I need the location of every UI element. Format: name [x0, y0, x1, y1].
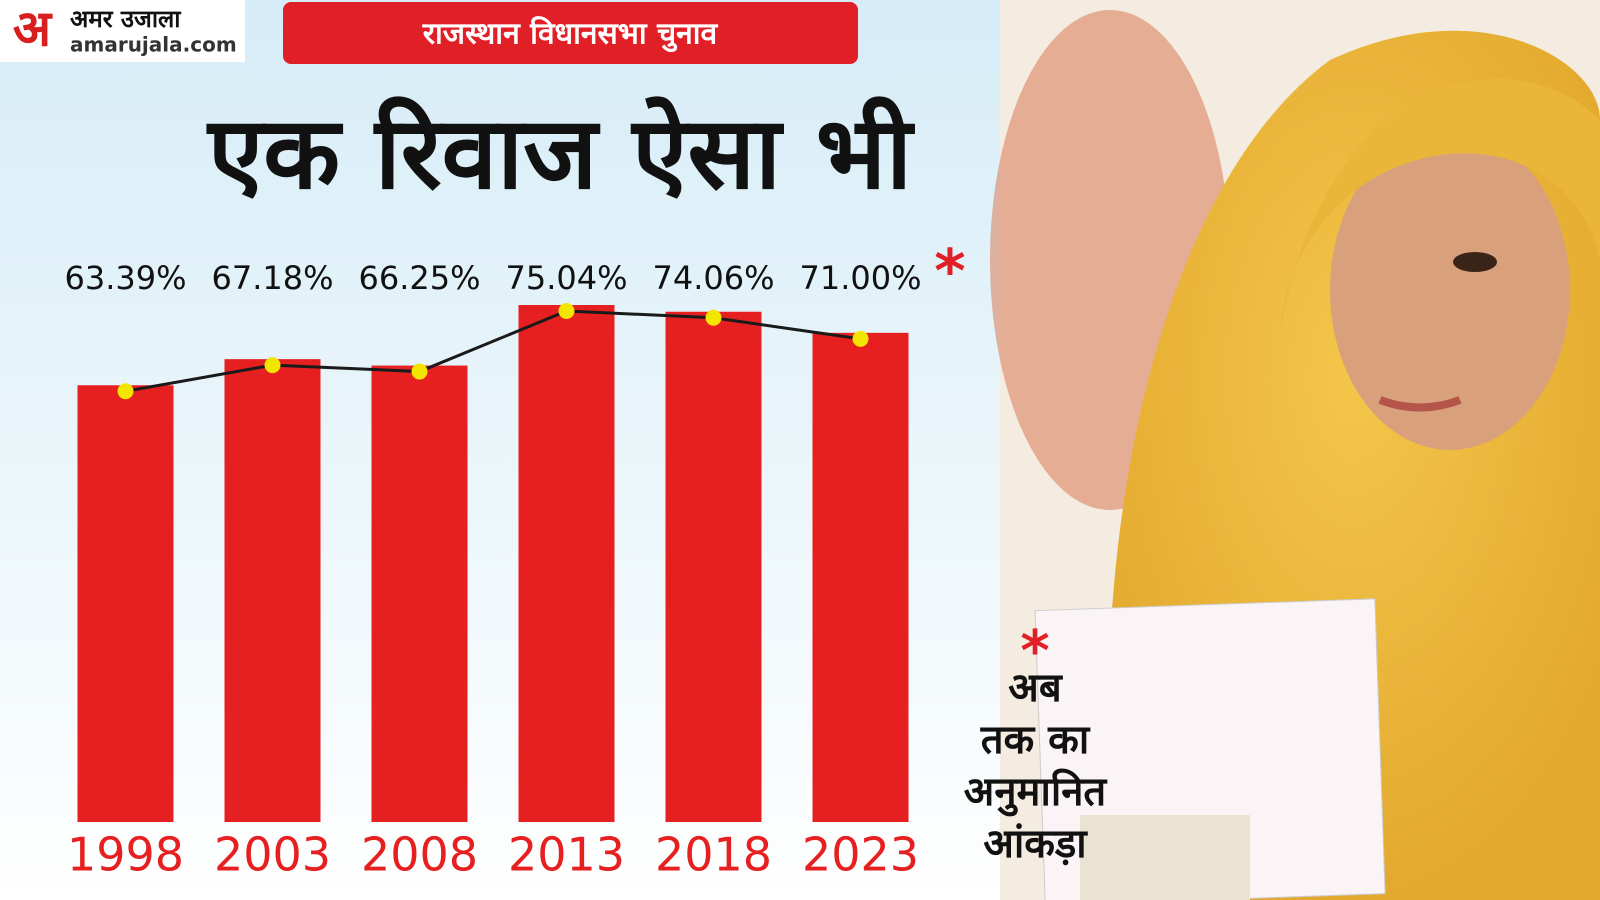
- note-line: अनुमानित: [964, 768, 1108, 817]
- logo-letter: अ: [13, 0, 53, 58]
- chart-title: एक रिवाज ऐसा भी: [206, 94, 915, 211]
- value-label: 67.18%: [211, 259, 333, 297]
- marker: [264, 357, 281, 374]
- x-tick-label: 1998: [67, 828, 184, 882]
- value-label: 71.00%: [799, 259, 921, 297]
- banner-text: राजस्थान विधानसभा चुनाव: [422, 16, 719, 53]
- marker: [117, 383, 134, 400]
- bar: [812, 332, 909, 822]
- logo-box: [0, 0, 245, 62]
- bar: [224, 359, 321, 822]
- marker: [558, 303, 575, 319]
- bar: [665, 311, 762, 822]
- note: अब तक का अनुमानितआंकड़ा: [964, 665, 1108, 867]
- bar: [518, 305, 615, 822]
- bar: [77, 385, 174, 822]
- logo-site: amarujala.com: [70, 33, 237, 57]
- marker: [705, 309, 722, 326]
- note-line: तक का: [980, 717, 1091, 763]
- value-label: 74.06%: [652, 259, 774, 297]
- marker: [411, 363, 428, 380]
- photo: [990, 0, 1600, 900]
- value-label: 75.04%: [505, 259, 627, 297]
- x-tick-label: 2018: [655, 828, 772, 882]
- x-tick-label: 2008: [361, 828, 478, 882]
- banner: [283, 2, 858, 64]
- note-mark: *: [1020, 619, 1049, 684]
- trend-line: [125, 309, 861, 393]
- bar: [371, 365, 468, 822]
- x-tick-label: 2003: [214, 828, 331, 882]
- x-tick-label: 2013: [508, 828, 625, 882]
- value-label: 63.39%: [64, 259, 186, 297]
- marker: [852, 330, 869, 347]
- value-label: 66.25%: [358, 259, 480, 297]
- logo-name: अमर उजाला: [70, 5, 181, 33]
- note-line: आंकड़ा: [983, 821, 1088, 867]
- note-line: अब: [1008, 665, 1064, 711]
- x-tick-label: 2023: [802, 828, 919, 882]
- annotation-mark: *: [934, 237, 965, 307]
